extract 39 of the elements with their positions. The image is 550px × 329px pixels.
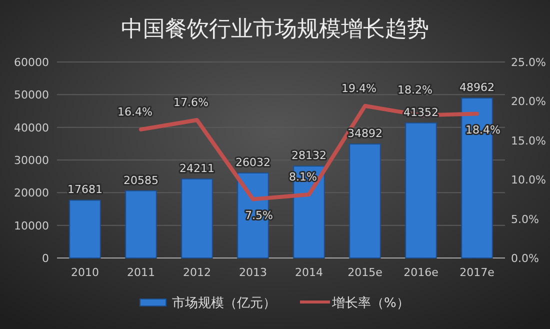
x-tick-label: 2011 [127,266,155,279]
y-tick-label: 30000 [14,154,49,167]
bar [69,200,101,258]
bar [349,144,381,258]
y2-tick-label: 15.0% [511,134,546,148]
x-tick-label: 2013 [239,266,267,279]
data-label: 26032 [236,156,270,169]
legend-label: 增长率（%） [331,295,410,311]
y-tick-label: 50000 [14,88,49,102]
y2-tick-label: 10.0% [511,174,546,187]
y-tick-label: 10000 [14,219,49,232]
bar [405,122,437,258]
data-label: 17681 [68,183,102,196]
x-tick-label: 2016e [404,266,439,279]
x-tick-label: 2015e [348,266,383,279]
y2-tick-label: 0.0% [511,252,539,265]
y-tick-label: 40000 [14,121,49,134]
data-label: 19.4% [342,82,376,95]
y2-tick-label: 20.0% [511,95,546,108]
x-tick-label: 2012 [183,266,211,279]
data-label: 20585 [124,174,158,187]
x-tick-label: 2017e [460,266,495,279]
data-label: 17.6% [174,96,208,110]
chart-title: 中国餐饮行业市场规模增长趋势 [121,17,429,42]
bar [181,178,213,258]
x-tick-label: 2010 [71,266,99,279]
legend-label: 市场规模（亿元） [172,296,276,311]
y-tick-label: 60000 [14,56,49,69]
bar [125,190,157,258]
x-tick-label: 2014 [295,266,323,279]
data-label: 48962 [460,81,494,94]
y2-tick-label: 5.0% [511,212,539,226]
y-tick-label: 20000 [14,186,49,200]
data-label: 28132 [292,149,326,162]
y2-tick-label: 25.0% [511,56,546,69]
y-tick-label: 0 [42,252,49,265]
data-label: 24211 [180,162,214,175]
data-label: 16.4% [118,105,152,118]
data-label: 18.2% [398,83,432,96]
